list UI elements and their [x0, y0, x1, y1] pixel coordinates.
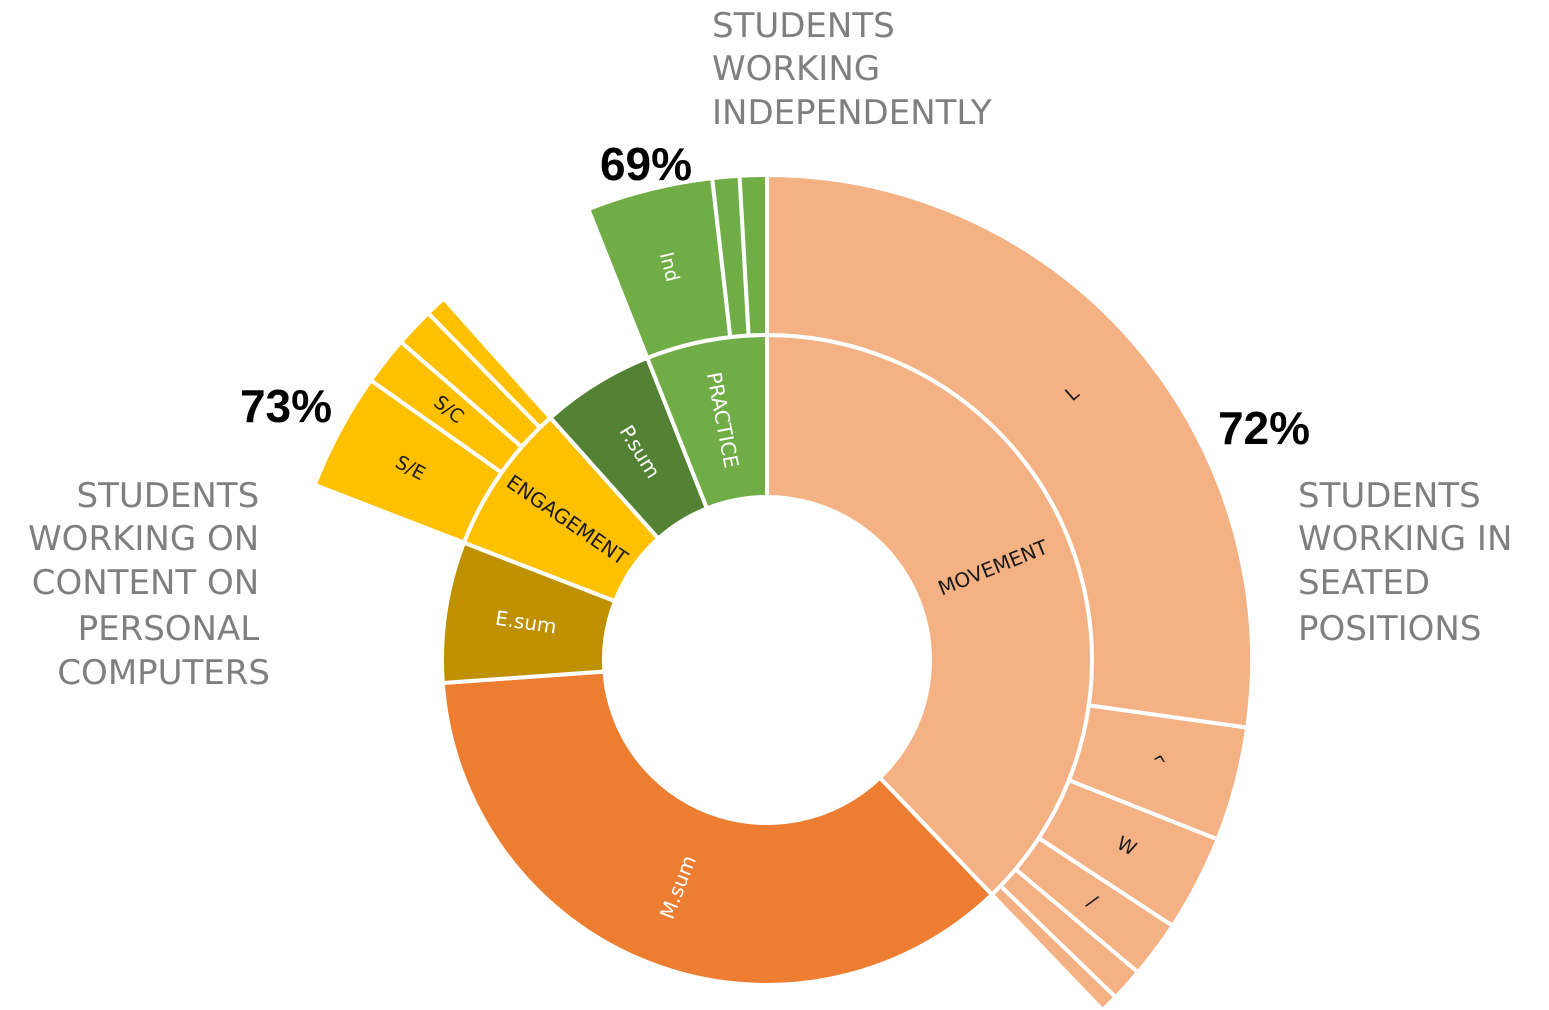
caption-line: WORKING IN	[1298, 519, 1512, 559]
caption-line: STUDENTS	[77, 476, 260, 516]
sunburst-child-segment	[737, 172, 769, 338]
caption-line: PERSONAL	[78, 609, 260, 649]
caption-line: STUDENTS	[1298, 476, 1481, 516]
caption-line: SEATED	[1298, 563, 1430, 603]
caption-line: POSITIONS	[1298, 609, 1481, 649]
caption-line: STUDENTS	[712, 6, 895, 46]
caption: STUDENTS WORKING IN SEATED POSITIONS	[1298, 476, 1523, 649]
percent-annotation: 69%	[600, 138, 692, 190]
sunburst: MOVEMENTL^W/M.sumE.sumENGAGEMENTS/ES/CP.…	[312, 172, 1254, 1010]
caption: STUDENTS WORKING INDEPENDENTLY	[712, 6, 992, 133]
caption-line: COMPUTERS	[57, 653, 270, 693]
percent-annotation: 73%	[240, 380, 332, 432]
percent-annotation: 72%	[1218, 402, 1310, 454]
caption-line: WORKING	[712, 49, 880, 89]
segment-label: ^	[1148, 751, 1169, 776]
sunburst-segment	[440, 669, 995, 987]
caption-line: WORKING ON	[28, 519, 259, 559]
caption: STUDENTS WORKING ON CONTENT ON PERSONAL …	[28, 476, 270, 693]
caption-line: INDEPENDENTLY	[712, 93, 992, 133]
sunburst-child-segment	[765, 172, 1254, 730]
caption-line: CONTENT ON	[32, 563, 259, 603]
